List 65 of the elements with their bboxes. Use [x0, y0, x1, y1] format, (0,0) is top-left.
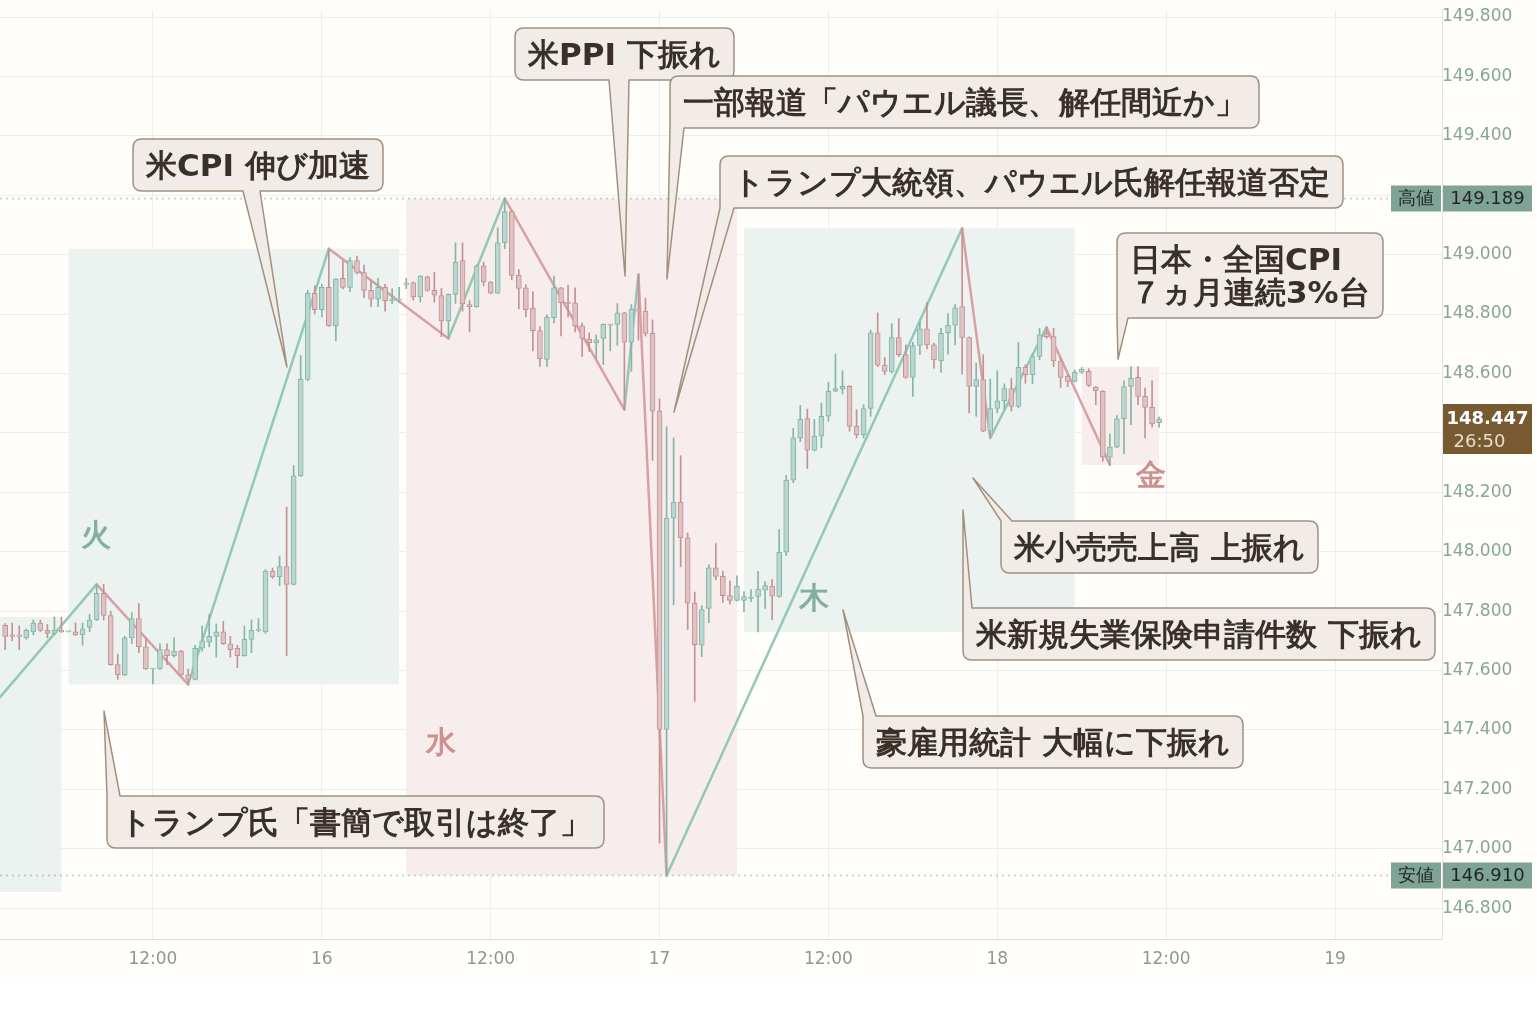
text: 146.910 [1450, 864, 1525, 886]
y-tick-label: 149.600 [1441, 64, 1513, 85]
candlestick [586, 332, 593, 352]
x-tick-label: 18 [986, 947, 1009, 968]
annotation: 米CPI 伸び加速 [146, 147, 370, 183]
annotation: 豪雇用統計 大幅に下振れ [876, 724, 1230, 760]
text: 26:50 [1453, 429, 1506, 451]
candlestick [1128, 366, 1134, 425]
y-tick-label: 149.000 [1441, 243, 1513, 264]
x-tick-label: 12:00 [803, 947, 853, 968]
band-label: 火 [81, 517, 112, 553]
ref-line-label: 高値 [1398, 187, 1434, 209]
band-label: 金 [1134, 456, 1166, 492]
annotation: 米PPI 下振れ [528, 36, 721, 72]
candlestick [171, 637, 177, 658]
candlestick [994, 370, 1001, 414]
candlestick [755, 570, 761, 633]
candlestick [150, 667, 156, 685]
text: 149.189 [1450, 187, 1525, 209]
y-tick-label: 148.000 [1441, 540, 1513, 561]
y-tick-label: 148.600 [1441, 361, 1513, 382]
candlestick [206, 613, 213, 648]
candlestick [565, 284, 571, 318]
candlestick [396, 287, 403, 303]
candlestick [959, 227, 965, 375]
candlestick [1142, 387, 1148, 439]
candlestick [1092, 386, 1099, 405]
annotation: 米小売売上高 上振れ [1014, 529, 1305, 565]
y-tick-label: 147.200 [1441, 777, 1513, 798]
x-tick-label: 19 [1324, 947, 1346, 968]
candlestick [607, 323, 614, 352]
y-tick-label: 147.800 [1441, 599, 1513, 620]
y-tick-label: 147.400 [1441, 718, 1513, 739]
annotation: トランプ大統領、パウエル氏解任報道否定 [733, 164, 1330, 200]
x-tick-label: 12:00 [466, 947, 516, 968]
band-label: 木 [797, 579, 830, 615]
candlestick [748, 589, 754, 602]
text: 148.447 [1446, 406, 1529, 428]
x-tick-label: 12:00 [128, 947, 178, 968]
candlestick [762, 581, 768, 609]
x-tick-label: 12:00 [1141, 947, 1191, 968]
candlestick [9, 622, 16, 642]
ref-line-label: 安値 [1398, 864, 1434, 886]
candlestick [403, 278, 410, 289]
x-tick-label: 17 [648, 947, 671, 968]
candlestick [213, 623, 220, 658]
annotation: 日本・全国CPI ７ヵ月連続3%台 [1130, 241, 1370, 310]
band-label: 水 [425, 724, 458, 760]
candlestick [945, 313, 951, 355]
y-tick-label: 146.800 [1441, 896, 1513, 917]
annotation: 一部報道「パウエル議長、解任間近か」 [683, 84, 1246, 120]
candlestick [973, 362, 980, 417]
y-tick-label: 149.800 [1441, 5, 1513, 26]
y-tick-label: 149.400 [1441, 124, 1513, 145]
candlestick [727, 580, 733, 605]
annotation: トランプ氏「書簡で取引は終了」 [120, 804, 591, 840]
candlestick [741, 591, 747, 613]
candlestick [16, 625, 23, 651]
y-tick-label: 147.000 [1441, 837, 1513, 858]
x-tick-label: 16 [310, 947, 333, 968]
candlestick [389, 288, 395, 304]
y-tick-label: 148.800 [1441, 302, 1513, 323]
annotation: 米新規失業保険申請件数 下振れ [976, 616, 1422, 652]
y-tick-label: 147.600 [1441, 658, 1513, 679]
y-tick-label: 148.200 [1441, 480, 1513, 501]
